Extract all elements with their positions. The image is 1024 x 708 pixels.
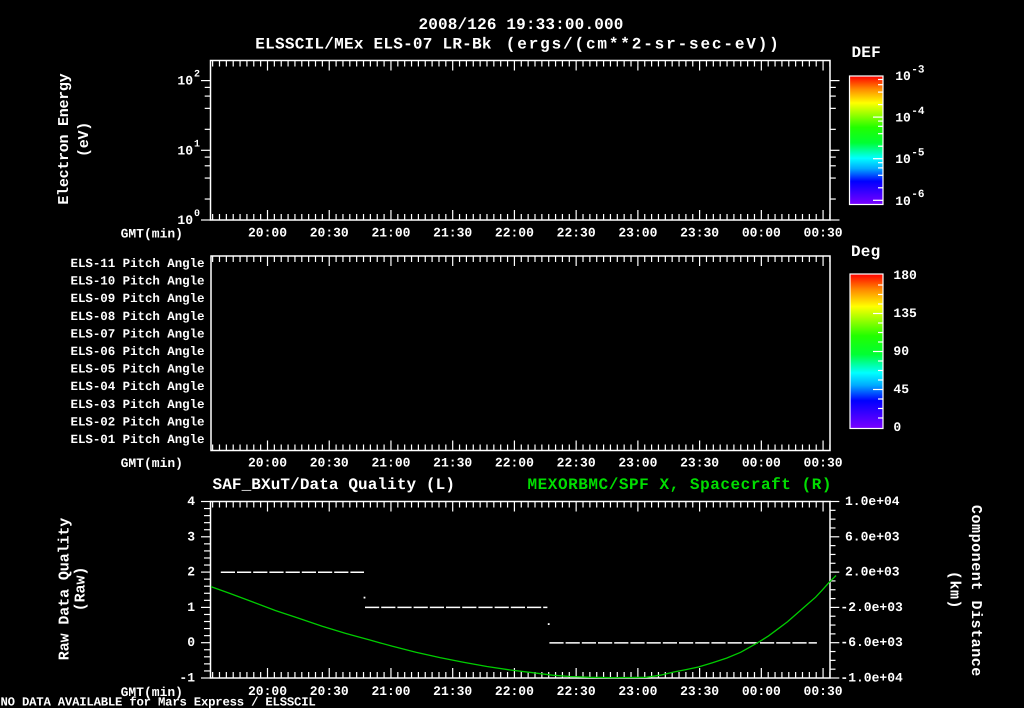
svg-text:00:00: 00:00 xyxy=(742,455,781,470)
svg-text:00:30: 00:30 xyxy=(804,226,843,241)
svg-text:ELS-07 Pitch Angle: ELS-07 Pitch Angle xyxy=(71,327,205,341)
svg-text:(km): (km) xyxy=(946,571,963,609)
svg-text:90: 90 xyxy=(893,344,909,359)
svg-text:10: 10 xyxy=(895,194,911,209)
svg-text:22:00: 22:00 xyxy=(495,455,534,470)
svg-text:GMT(min): GMT(min) xyxy=(121,456,183,471)
svg-text:180: 180 xyxy=(893,268,917,283)
svg-text:10: 10 xyxy=(177,213,193,228)
svg-text:ELS-08 Pitch Angle: ELS-08 Pitch Angle xyxy=(71,310,205,324)
svg-text:00:30: 00:30 xyxy=(804,455,843,470)
svg-text:-1: -1 xyxy=(179,671,195,686)
svg-text:10: 10 xyxy=(177,143,193,158)
svg-text:20:30: 20:30 xyxy=(310,226,349,241)
svg-text:ELS-10 Pitch Angle: ELS-10 Pitch Angle xyxy=(71,275,205,289)
svg-text:Component Distance: Component Distance xyxy=(967,505,984,677)
svg-text:1: 1 xyxy=(187,600,195,615)
svg-text:2: 2 xyxy=(194,70,200,81)
svg-text:10: 10 xyxy=(177,74,193,89)
svg-text:0: 0 xyxy=(893,420,901,435)
svg-text:21:30: 21:30 xyxy=(433,455,472,470)
svg-text:(eV): (eV) xyxy=(76,122,93,157)
svg-text:ELS-04 Pitch Angle: ELS-04 Pitch Angle xyxy=(71,380,205,394)
svg-text:1.0e+04: 1.0e+04 xyxy=(845,494,900,509)
svg-text:135: 135 xyxy=(893,306,917,321)
svg-text:-6.0e+03: -6.0e+03 xyxy=(840,635,903,650)
svg-text:4: 4 xyxy=(187,494,195,509)
svg-text:(ergs/(cm**2-sr-sec-eV)): (ergs/(cm**2-sr-sec-eV)) xyxy=(506,36,781,54)
svg-text:21:30: 21:30 xyxy=(433,684,472,699)
svg-text:-1.0e+04: -1.0e+04 xyxy=(840,671,903,686)
svg-text:20:00: 20:00 xyxy=(248,226,287,241)
svg-text:22:30: 22:30 xyxy=(557,455,596,470)
svg-text:ELS-06 Pitch Angle: ELS-06 Pitch Angle xyxy=(71,345,205,359)
svg-text:00:30: 00:30 xyxy=(804,684,843,699)
svg-text:MEXORBMC/SPF X, Spacecraft (R): MEXORBMC/SPF X, Spacecraft (R) xyxy=(528,476,833,494)
svg-text:2.0e+03: 2.0e+03 xyxy=(845,565,900,580)
svg-text:23:00: 23:00 xyxy=(618,684,657,699)
svg-text:Raw Data Quality: Raw Data Quality xyxy=(56,518,73,661)
svg-text:23:30: 23:30 xyxy=(680,684,719,699)
svg-text:1: 1 xyxy=(194,139,200,150)
svg-text:(Raw): (Raw) xyxy=(73,567,90,612)
svg-text:ELS-11 Pitch Angle: ELS-11 Pitch Angle xyxy=(71,257,205,271)
svg-text:21:30: 21:30 xyxy=(433,226,472,241)
svg-text:10: 10 xyxy=(895,111,911,126)
svg-text:20:00: 20:00 xyxy=(248,684,287,699)
svg-text:00:00: 00:00 xyxy=(742,226,781,241)
svg-text:-4: -4 xyxy=(911,106,925,118)
svg-text:22:30: 22:30 xyxy=(557,226,596,241)
svg-text:GMT(min): GMT(min) xyxy=(121,226,183,241)
svg-text:23:30: 23:30 xyxy=(680,455,719,470)
svg-text:DEF: DEF xyxy=(852,44,881,62)
svg-text:ELS-05 Pitch Angle: ELS-05 Pitch Angle xyxy=(71,363,205,377)
svg-text:-6: -6 xyxy=(911,189,924,201)
svg-text:21:00: 21:00 xyxy=(371,684,410,699)
svg-text:22:30: 22:30 xyxy=(557,684,596,699)
svg-text:23:30: 23:30 xyxy=(680,226,719,241)
svg-text:20:30: 20:30 xyxy=(310,455,349,470)
svg-text:Electron Energy: Electron Energy xyxy=(56,73,73,204)
svg-text:22:00: 22:00 xyxy=(495,226,534,241)
svg-text:21:00: 21:00 xyxy=(371,455,410,470)
svg-text:23:00: 23:00 xyxy=(618,455,657,470)
svg-text:GMT(min): GMT(min) xyxy=(121,685,183,700)
svg-text:2008/126 19:33:00.000: 2008/126 19:33:00.000 xyxy=(419,16,624,34)
svg-text:22:00: 22:00 xyxy=(495,684,534,699)
svg-text:21:00: 21:00 xyxy=(371,226,410,241)
svg-text:10: 10 xyxy=(895,69,911,84)
svg-text:0: 0 xyxy=(194,209,200,220)
svg-text:-3: -3 xyxy=(911,64,925,76)
svg-text:45: 45 xyxy=(893,382,909,397)
svg-text:23:00: 23:00 xyxy=(618,226,657,241)
svg-text:ELS-01 Pitch Angle: ELS-01 Pitch Angle xyxy=(71,433,205,447)
svg-text:10: 10 xyxy=(895,152,911,167)
svg-text:-2.0e+03: -2.0e+03 xyxy=(840,600,903,615)
svg-text:-5: -5 xyxy=(911,148,925,160)
svg-text:ELS-03 Pitch Angle: ELS-03 Pitch Angle xyxy=(71,398,205,412)
svg-text:2: 2 xyxy=(187,565,195,580)
svg-text:Deg: Deg xyxy=(851,243,880,261)
svg-text:ELS-02 Pitch Angle: ELS-02 Pitch Angle xyxy=(71,415,205,429)
svg-text:SAF_BXuT/Data Quality (L): SAF_BXuT/Data Quality (L) xyxy=(213,476,456,494)
svg-text:ELS-09 Pitch Angle: ELS-09 Pitch Angle xyxy=(71,292,205,306)
svg-text:6.0e+03: 6.0e+03 xyxy=(845,529,900,544)
svg-text:00:00: 00:00 xyxy=(742,684,781,699)
svg-text:20:30: 20:30 xyxy=(310,684,349,699)
svg-text:0: 0 xyxy=(187,635,195,650)
svg-text:NO DATA AVAILABLE for Mars Exp: NO DATA AVAILABLE for Mars Express / ELS… xyxy=(1,696,316,708)
svg-text:ELSSCIL/MEx ELS-07 LR-Bk: ELSSCIL/MEx ELS-07 LR-Bk xyxy=(255,36,492,54)
svg-text:3: 3 xyxy=(187,529,195,544)
svg-text:20:00: 20:00 xyxy=(248,455,287,470)
